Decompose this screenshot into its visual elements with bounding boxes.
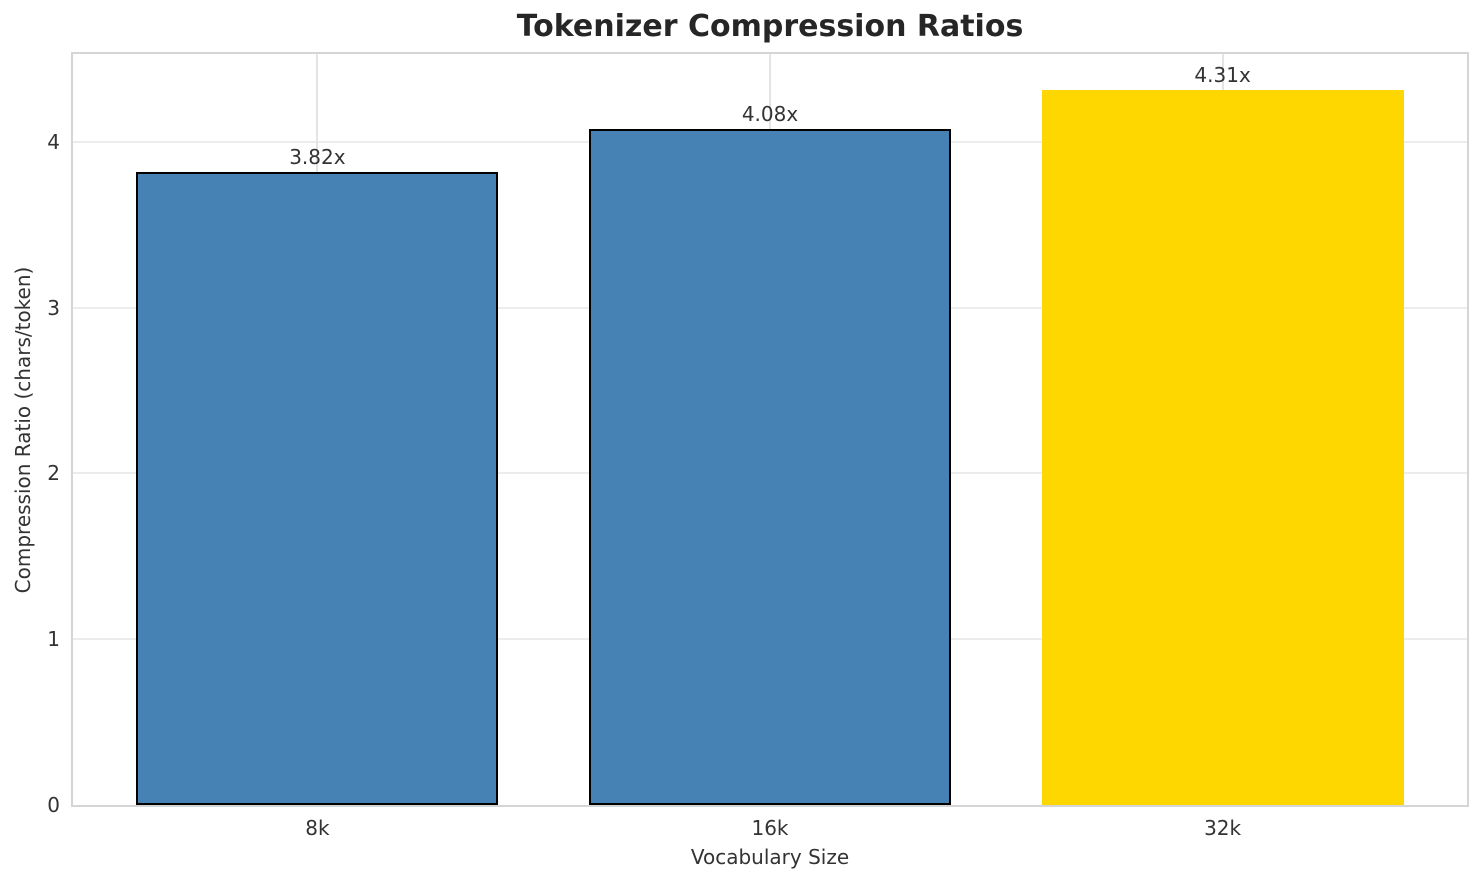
y-tick-label-4: 4 — [47, 129, 60, 154]
bar-value-label-32k: 4.31x — [1194, 63, 1251, 88]
x-tick-label-32k: 32k — [1204, 816, 1242, 840]
bar-32k — [1041, 90, 1404, 805]
bar-8k — [136, 171, 499, 805]
x-tick-label-8k: 8k — [305, 816, 330, 840]
x-axis-label: Vocabulary Size — [690, 845, 850, 869]
y-tick-label-0: 0 — [47, 793, 60, 817]
x-tick-label-16k: 16k — [751, 816, 789, 840]
plot-area: 3.82x 4.08x 4.31x — [71, 52, 1469, 807]
bar-value-label-8k: 3.82x — [289, 144, 346, 169]
chart-title: Tokenizer Compression Ratios — [516, 9, 1024, 44]
bar-value-label-16k: 4.08x — [741, 101, 799, 126]
bar-16k — [588, 128, 952, 805]
y-tick-label-3: 3 — [47, 295, 60, 320]
y-tick-label-1: 1 — [47, 627, 60, 652]
y-tick-label-2: 2 — [47, 461, 60, 486]
